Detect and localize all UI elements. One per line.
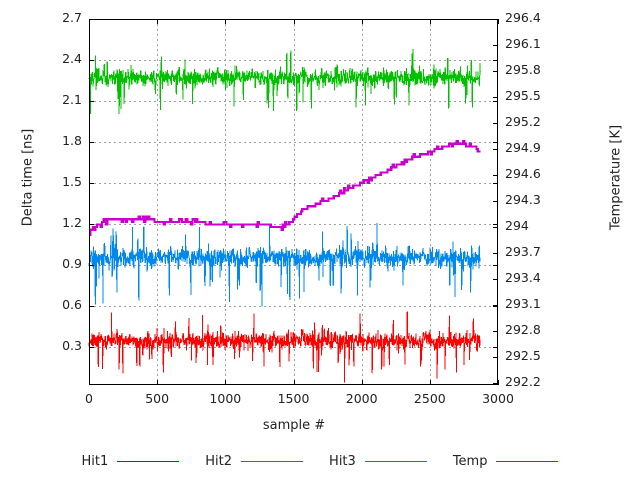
legend-color-swatch xyxy=(241,460,304,462)
y-axis-left-tick-label: 1.5 xyxy=(62,174,82,189)
x-axis-ticks: 0 500 1000 1500 2000 2500 3000 xyxy=(0,391,640,413)
x-axis-tick-label: 500 xyxy=(145,391,170,406)
y-axis-right-tick-label: 292.2 xyxy=(505,374,541,390)
y-axis-right-tick-label: 293.1 xyxy=(505,296,541,312)
y-axis-left-ticks: 0.3 0.6 0.9 1.2 1.5 1.8 2.1 2.4 2.7 xyxy=(6,0,82,480)
series-line-temp xyxy=(89,140,481,236)
y-axis-left-tick-label: 0.9 xyxy=(62,256,82,271)
y-axis-right-tick-label: 292.8 xyxy=(505,322,541,338)
chart-legend: Hit1 Hit2 Hit3 Temp xyxy=(0,448,640,474)
legend-item-hit2[interactable]: Hit2 xyxy=(205,454,329,469)
legend-color-swatch xyxy=(117,460,180,462)
series-line-hit1 xyxy=(88,311,481,383)
x-axis-title: sample # xyxy=(262,418,326,433)
y-axis-left-tick-label: 2.7 xyxy=(62,10,82,25)
y-axis-left-tick-label: 2.1 xyxy=(62,92,82,107)
x-axis-tick-label: 2500 xyxy=(413,391,446,406)
x-axis-tick-label: 0 xyxy=(85,391,93,406)
y-axis-right-tick-label: 293.4 xyxy=(505,270,541,286)
y-axis-left-tick-label: 2.4 xyxy=(62,51,82,66)
y-axis-right-tick-label: 294.3 xyxy=(505,192,541,208)
x-axis-tick-label: 1500 xyxy=(277,391,310,406)
legend-color-swatch xyxy=(364,460,427,462)
legend-color-swatch xyxy=(496,460,559,462)
y-axis-right-tick-label: 294 xyxy=(505,218,529,234)
y-axis-left-tick-label: 1.8 xyxy=(62,133,82,148)
legend-item-hit3[interactable]: Hit3 xyxy=(329,454,453,469)
y-axis-right-tick-label: 296.1 xyxy=(505,36,541,51)
y-axis-left-tick-label: 0.3 xyxy=(62,338,82,353)
y-axis-left-tick-label: 0.6 xyxy=(62,297,82,312)
y-axis-right-tick-label: 292.5 xyxy=(505,348,541,364)
x-axis-tick-label: 1000 xyxy=(209,391,242,406)
legend-label: Hit2 xyxy=(205,453,233,469)
y-axis-right-tick-label: 295.8 xyxy=(505,62,541,77)
y-axis-right-tick-label: 295.2 xyxy=(505,114,541,130)
y-axis-right-tick-label: 296.4 xyxy=(505,10,541,25)
y-axis-right-tick-label: 294.9 xyxy=(505,140,541,156)
y-axis-left-tick-label: 1.2 xyxy=(62,215,82,230)
legend-label: Hit1 xyxy=(81,453,109,469)
legend-label: Temp xyxy=(452,453,488,469)
legend-item-temp[interactable]: Temp xyxy=(453,454,559,469)
y-axis-right-tick-label: 293.7 xyxy=(505,244,541,260)
series-line-hit2 xyxy=(88,48,481,115)
x-axis-tick-label: 3000 xyxy=(482,391,514,406)
legend-item-hit1[interactable]: Hit1 xyxy=(82,454,206,469)
y-axis-right-tick-label: 294.6 xyxy=(505,166,541,182)
legend-label: Hit3 xyxy=(329,453,356,469)
y-axis-right-tick-label: 295.5 xyxy=(505,88,541,104)
series-line-hit3 xyxy=(88,223,481,307)
x-axis-tick-label: 2000 xyxy=(345,391,378,406)
y-axis-right-ticks: 292.2 292.5 292.8 293.1 293.4 293.7 294 294.3 29… xyxy=(505,0,575,480)
